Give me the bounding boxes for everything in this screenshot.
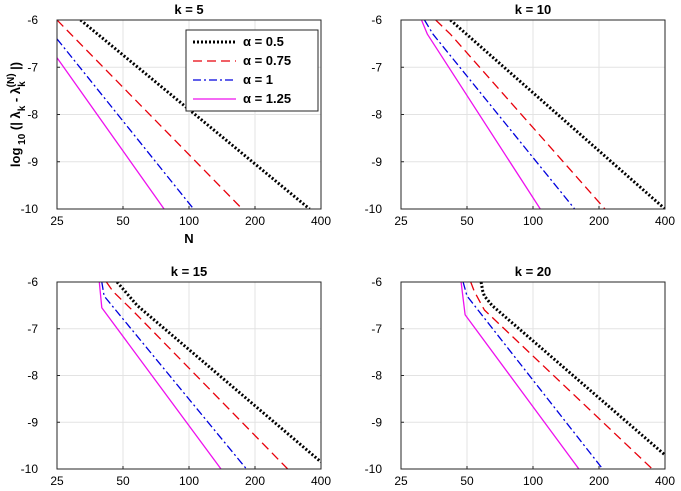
subplot-k15: 25 50 100 200 400 -10 -9 -8 -7 -6 k = 15 [21,264,332,488]
y-tick-label: -7 [27,60,38,74]
x-tick-label: 400 [311,214,331,228]
series-group [57,20,311,209]
x-tick-label: 400 [655,214,675,228]
x-tick-label: 25 [394,214,408,228]
x-tick-label: 200 [245,214,265,228]
x-tick-label: 50 [116,214,130,228]
x-tick-label: 25 [394,474,408,488]
x-tick-label: 200 [245,474,265,488]
y-tick-label: -8 [371,108,382,122]
x-tick-label: 100 [523,214,543,228]
y-tick-label: -6 [27,275,38,289]
chart-title: k = 15 [171,264,208,279]
series-line-alpha-3 [423,20,576,209]
series-line-alpha-2 [105,282,289,469]
x-tick-label: 100 [523,474,543,488]
series-line-alpha-2 [435,20,606,209]
y-tick-label: -9 [371,155,382,169]
legend-entry-label: α = 1.25 [243,91,291,106]
y-tick-label: -6 [371,13,382,27]
y-tick-label: -8 [371,369,382,383]
subplot-k20: 25 50 100 200 400 -10 -9 -8 -7 -6 k = 20 [365,264,676,488]
legend-entry-label: α = 0.75 [243,53,291,68]
y-tick-label: -6 [371,275,382,289]
legend-entry-label: α = 1 [243,72,273,87]
series-line-alpha-4 [57,57,165,209]
legend-box [185,29,319,112]
y-tick-label: -10 [21,202,39,216]
y-tick-label: -7 [371,60,382,74]
y-tick-label: -10 [21,462,39,476]
series-line-alpha-4 [98,282,222,469]
x-tick-label: 25 [50,474,64,488]
x-axis-label: N [184,231,193,246]
series-line-alpha-4 [460,282,580,469]
y-tick-label: -9 [371,415,382,429]
series-group [460,282,665,469]
y-tick-label: -6 [27,13,38,27]
x-tick-label: 400 [311,474,331,488]
legend-entry-label: α = 0.5 [243,34,284,49]
y-tick-label: -10 [365,202,383,216]
series-line-alpha-3 [57,38,195,209]
series-line-alpha-3 [101,282,248,469]
x-tick-label: 100 [179,474,199,488]
y-tick-label: -10 [365,462,383,476]
y-tick-label: -8 [27,108,38,122]
y-tick-label: -8 [27,369,38,383]
chart-title: k = 10 [515,2,552,17]
series-line-alpha-4 [420,20,541,209]
x-tick-label: 200 [589,474,609,488]
x-tick-label: 200 [589,214,609,228]
series-line-alpha-3 [462,282,604,469]
x-tick-label: 50 [460,214,474,228]
x-tick-label: 400 [655,474,675,488]
x-tick-label: 50 [116,474,130,488]
x-tick-label: 25 [50,214,64,228]
y-tick-label: -7 [371,322,382,336]
y-axis-label: log 10 (| λk - λk(N) |) [6,62,28,167]
series-line-alpha-2 [57,20,243,209]
subplot-k10: 25 50 100 200 400 -10 -9 -8 -7 -6 k = 10 [365,2,676,228]
y-tick-label: -7 [27,322,38,336]
legend: α = 0.5 α = 0.75 α = 1 α = 1.25 [185,29,319,112]
series-group [420,20,665,209]
y-tick-label: -9 [27,155,38,169]
y-tick-label: -9 [27,415,38,429]
series-line-alpha-2 [470,282,653,469]
series-group [98,282,321,469]
x-tick-label: 50 [460,474,474,488]
series-line-alpha-1 [79,20,311,209]
chart-title: k = 5 [174,2,203,17]
x-tick-label: 100 [179,214,199,228]
chart-title: k = 20 [515,264,552,279]
